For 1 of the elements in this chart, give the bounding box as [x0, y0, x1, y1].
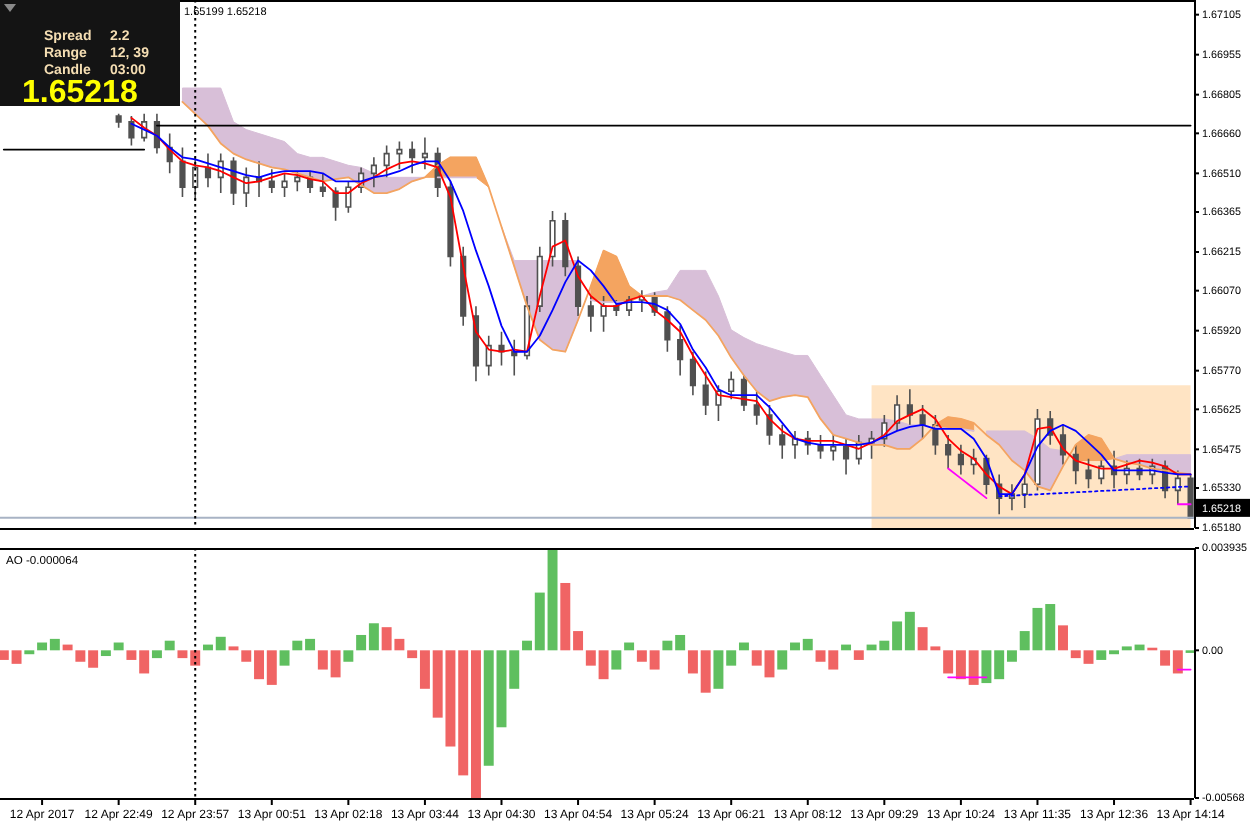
annotation: 1.65218	[22, 76, 138, 110]
